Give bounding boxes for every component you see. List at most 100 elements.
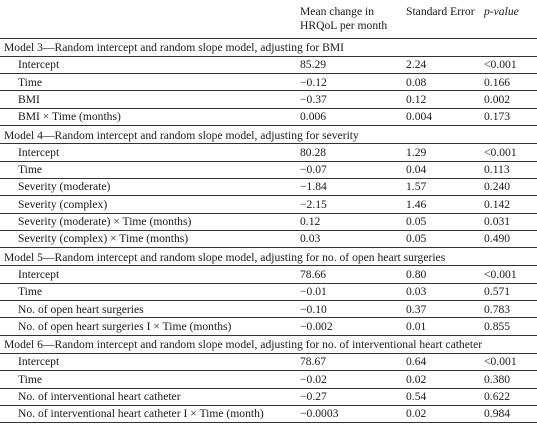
cell-p-value: 0.113 xyxy=(484,163,510,177)
cell-p-value: 0.622 xyxy=(484,390,511,403)
table-row: No. of interventional heart catheter I ×… xyxy=(0,405,537,422)
cell-estimate: −0.27 xyxy=(300,390,327,403)
table-row: Intercept 85.29 2.24 <0.001 xyxy=(0,56,537,73)
cell-standard-error: 0.64 xyxy=(406,355,427,369)
row-label: Time xyxy=(18,372,43,386)
cell-estimate: −0.12 xyxy=(300,75,327,89)
cell-standard-error: 0.02 xyxy=(406,407,427,421)
cell-standard-error: 0.004 xyxy=(406,110,433,124)
cell-p-value: 0.002 xyxy=(484,92,511,106)
row-rule xyxy=(0,370,537,372)
cell-estimate: 78.67 xyxy=(300,355,327,369)
cell-estimate: −0.07 xyxy=(300,163,327,177)
row-label: Severity (complex) xyxy=(18,197,108,211)
row-label: BMI xyxy=(18,92,40,106)
cell-estimate: −0.01 xyxy=(300,285,327,299)
row-label: No. of open heart surgeries I × Time (mo… xyxy=(18,319,232,333)
cell-p-value: 0.031 xyxy=(484,215,511,228)
cell-p-value: <0.001 xyxy=(484,145,517,159)
row-rule xyxy=(0,282,537,284)
table-row: Intercept 78.67 0.64 <0.001 xyxy=(0,353,537,370)
section-rule xyxy=(0,352,537,354)
header-estimate: Mean change in HRQoL per month xyxy=(300,5,388,32)
row-label: Intercept xyxy=(18,355,60,369)
section-end-rule xyxy=(0,125,537,126)
cell-standard-error: 0.54 xyxy=(406,390,427,403)
row-rule xyxy=(0,387,537,389)
cell-standard-error: 2.24 xyxy=(406,58,427,72)
table-row: BMI × Time (months) 0.006 0.004 0.173 xyxy=(0,108,537,125)
row-label: No. of open heart surgeries xyxy=(18,302,144,316)
section-title-text: Model 5—Random intercept and random slop… xyxy=(4,250,446,264)
cell-standard-error: 0.01 xyxy=(406,319,427,333)
row-rule xyxy=(0,160,537,162)
section-title: Model 3—Random intercept and random slop… xyxy=(0,39,537,56)
cell-standard-error: 0.08 xyxy=(406,75,427,89)
section-rule xyxy=(0,265,537,267)
row-rule xyxy=(0,300,537,301)
cell-estimate: −1.84 xyxy=(300,180,327,194)
header-standard-error: Standard Error xyxy=(406,5,475,18)
row-rule xyxy=(0,212,537,214)
header-rule xyxy=(0,38,537,39)
section-title: Model 4—Random intercept and random slop… xyxy=(0,127,537,144)
row-label: Severity (moderate) × Time (months) xyxy=(18,215,192,228)
cell-standard-error: 1.29 xyxy=(406,145,427,159)
section-title-text: Model 4—Random intercept and random slop… xyxy=(4,128,359,142)
row-label: Time xyxy=(18,163,43,177)
cell-estimate: 78.66 xyxy=(300,267,327,281)
cell-p-value: 0.240 xyxy=(484,180,511,194)
table-row: Intercept 78.66 0.80 <0.001 xyxy=(0,266,537,283)
cell-estimate: 0.006 xyxy=(300,110,327,124)
cell-p-value: 0.380 xyxy=(484,372,511,386)
row-rule xyxy=(0,195,537,197)
section-end-rule xyxy=(0,334,537,336)
cell-estimate: 0.03 xyxy=(300,232,321,246)
cell-standard-error: 0.12 xyxy=(406,92,427,106)
cell-p-value: 0.855 xyxy=(484,319,511,333)
row-label: Intercept xyxy=(18,145,60,159)
cell-standard-error: 0.37 xyxy=(406,302,427,316)
row-label: Severity (moderate) xyxy=(18,180,111,194)
table-row: Time −0.12 0.08 0.166 xyxy=(0,74,537,91)
table-row: BMI −0.37 0.12 0.002 xyxy=(0,91,537,108)
cell-estimate: −2.15 xyxy=(300,197,327,211)
table-row: Time −0.07 0.04 0.113 xyxy=(0,161,537,178)
section-rule xyxy=(0,55,537,57)
table-row: Severity (moderate) × Time (months) 0.12 0… xyxy=(0,213,537,230)
section-end-rule xyxy=(0,247,537,249)
cell-p-value: <0.001 xyxy=(484,267,517,281)
table-row: Intercept 80.28 1.29 <0.001 xyxy=(0,144,537,161)
cell-p-value: 0.166 xyxy=(484,75,511,89)
row-rule xyxy=(0,177,537,179)
cell-standard-error: 1.46 xyxy=(406,197,427,211)
cell-estimate: −0.0003 xyxy=(300,407,339,421)
cell-p-value: <0.001 xyxy=(484,355,517,369)
table-row: Severity (complex) × Time (months) 0.03 0.… xyxy=(0,230,537,247)
cell-standard-error: 0.02 xyxy=(406,372,427,386)
row-label: Time xyxy=(18,285,43,299)
row-label: No. of interventional heart catheter I ×… xyxy=(18,407,264,421)
cell-p-value: 0.173 xyxy=(484,110,511,124)
cell-standard-error: 0.04 xyxy=(406,163,427,177)
row-label: No. of interventional heart catheter xyxy=(18,390,181,403)
row-rule xyxy=(0,317,537,319)
row-rule xyxy=(0,90,537,92)
section-title-text: Model 6—Random intercept and random slop… xyxy=(4,338,483,352)
row-rule xyxy=(0,107,537,109)
cell-estimate: −0.37 xyxy=(300,92,327,106)
table-row: Severity (moderate) −1.84 1.57 0.240 xyxy=(0,178,537,195)
cell-standard-error: 0.05 xyxy=(406,215,427,228)
row-label: Time xyxy=(18,75,43,89)
cell-estimate: −0.10 xyxy=(300,302,327,316)
row-rule xyxy=(0,404,537,406)
cell-estimate: 0.12 xyxy=(300,215,321,228)
cell-standard-error: 0.80 xyxy=(406,267,427,281)
row-rule xyxy=(0,229,537,231)
row-label: Severity (complex) × Time (months) xyxy=(18,232,189,246)
cell-estimate: −0.002 xyxy=(300,319,333,333)
table-row: No. of open heart surgeries I × Time (mo… xyxy=(0,318,537,335)
cell-standard-error: 0.05 xyxy=(406,232,427,246)
table-row: No. of interventional heart catheter −0.2… xyxy=(0,388,537,405)
cell-estimate: 85.29 xyxy=(300,58,327,72)
